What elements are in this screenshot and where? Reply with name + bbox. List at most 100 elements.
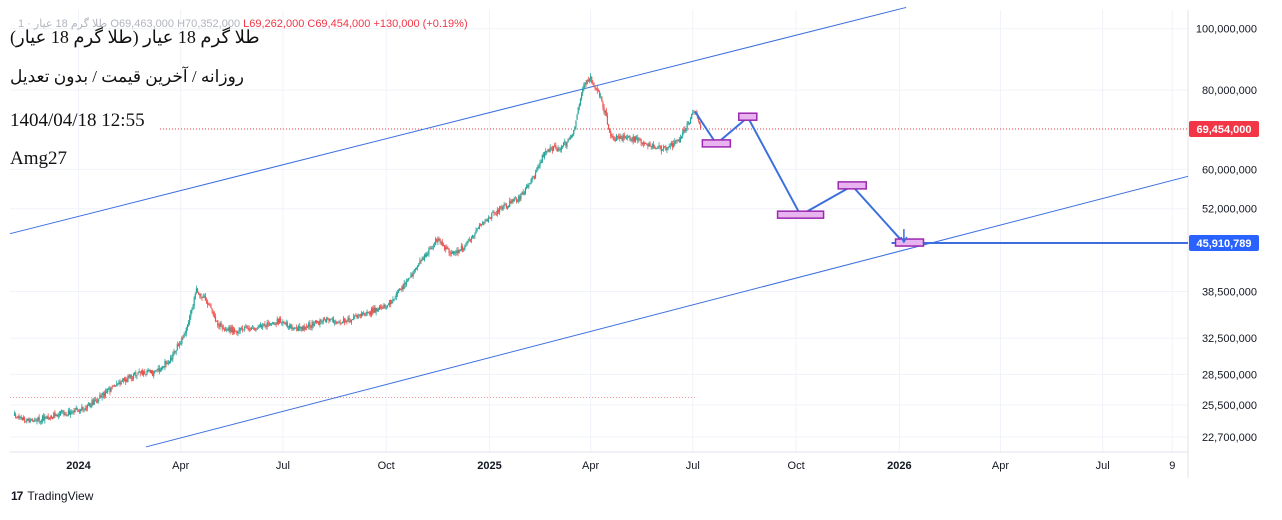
candle — [248, 325, 250, 333]
candle-body — [520, 193, 522, 199]
candle — [440, 240, 442, 246]
candle — [634, 135, 637, 143]
candle-body — [381, 307, 383, 309]
candle — [120, 380, 122, 386]
candle — [330, 318, 332, 320]
candle — [659, 145, 661, 150]
candle-body — [240, 327, 242, 329]
candle-body — [71, 411, 73, 413]
projection-box — [701, 139, 732, 148]
candle-body — [19, 417, 21, 419]
price-axis[interactable]: 100,000,000 80,000,000 60,000,000 52,000,00… — [1196, 24, 1257, 444]
candle — [201, 296, 203, 301]
candle — [359, 313, 361, 319]
candle — [390, 299, 392, 308]
candle — [556, 147, 558, 152]
candle-body — [74, 410, 76, 413]
candle — [265, 324, 267, 330]
candle-body — [649, 143, 651, 146]
candle-body — [195, 288, 198, 293]
candle — [235, 330, 237, 333]
tradingview-branding[interactable]: 17 TradingView — [11, 489, 93, 503]
candle-body — [262, 326, 264, 328]
candle — [149, 369, 151, 374]
candle-body — [368, 312, 370, 314]
candle — [244, 325, 246, 332]
candle-body — [662, 146, 665, 149]
candle-body — [88, 403, 90, 405]
candle-body — [55, 414, 57, 416]
candle-body — [476, 229, 478, 231]
candle-body — [34, 420, 36, 422]
candle-body — [267, 322, 269, 325]
candle-body — [369, 312, 372, 315]
candle-body — [674, 141, 676, 144]
candle-body — [67, 410, 69, 415]
candle — [540, 159, 542, 164]
candle-body — [245, 326, 247, 328]
candle-body — [163, 366, 165, 368]
candle — [688, 122, 690, 126]
candle — [254, 327, 256, 331]
candle — [419, 257, 421, 265]
candle-body — [59, 411, 62, 415]
candle — [77, 409, 80, 413]
candle-body — [99, 395, 101, 399]
candle — [494, 211, 496, 215]
candle — [482, 220, 484, 226]
candle — [595, 87, 597, 91]
candle-body — [241, 328, 244, 330]
candle — [574, 126, 576, 131]
candle-body — [653, 146, 656, 148]
candle-body — [499, 206, 501, 213]
candle — [487, 215, 489, 223]
candle-body — [511, 199, 513, 203]
candle-body — [448, 249, 450, 253]
candle-body — [280, 318, 282, 323]
candle — [314, 320, 317, 324]
candle — [515, 197, 518, 204]
candle — [318, 320, 320, 326]
candle — [374, 304, 376, 313]
time-axis[interactable]: 2024 Apr Jul Oct 2025 Apr Jul Oct 2026 Apr Jul 9 — [66, 460, 1175, 472]
candle — [346, 319, 348, 325]
candle — [186, 324, 189, 331]
candle-body — [182, 337, 184, 339]
candle — [43, 412, 45, 422]
candle-body — [167, 362, 169, 364]
candle-body — [692, 112, 694, 116]
candle — [584, 82, 586, 89]
candle — [242, 329, 245, 331]
projection-drawing[interactable] — [694, 111, 1188, 247]
candle-body — [551, 148, 553, 151]
y-tick-label: 25,500,000 — [1202, 400, 1257, 412]
candle-body — [328, 318, 330, 321]
candle — [17, 415, 19, 419]
candle — [698, 121, 701, 125]
candle — [295, 324, 297, 332]
candle — [363, 310, 365, 316]
candle-body — [639, 138, 641, 140]
candle — [332, 316, 335, 324]
candle-body — [209, 304, 211, 306]
candle-body — [247, 327, 249, 329]
candle-body — [556, 148, 558, 151]
candle — [98, 398, 100, 404]
candle-body — [574, 126, 576, 130]
candle — [246, 324, 248, 329]
candle-body — [112, 385, 114, 387]
candle — [669, 142, 671, 150]
candle-body — [452, 251, 455, 254]
candle — [612, 133, 614, 141]
candle-body — [200, 293, 202, 298]
candle — [79, 408, 81, 415]
candle — [611, 133, 613, 138]
candle-body — [310, 326, 312, 328]
candle — [448, 247, 450, 256]
trend-channel[interactable] — [9, 6, 1189, 448]
candle — [302, 325, 304, 331]
candle-body — [504, 204, 506, 206]
candle — [269, 323, 272, 326]
candle — [71, 409, 73, 415]
